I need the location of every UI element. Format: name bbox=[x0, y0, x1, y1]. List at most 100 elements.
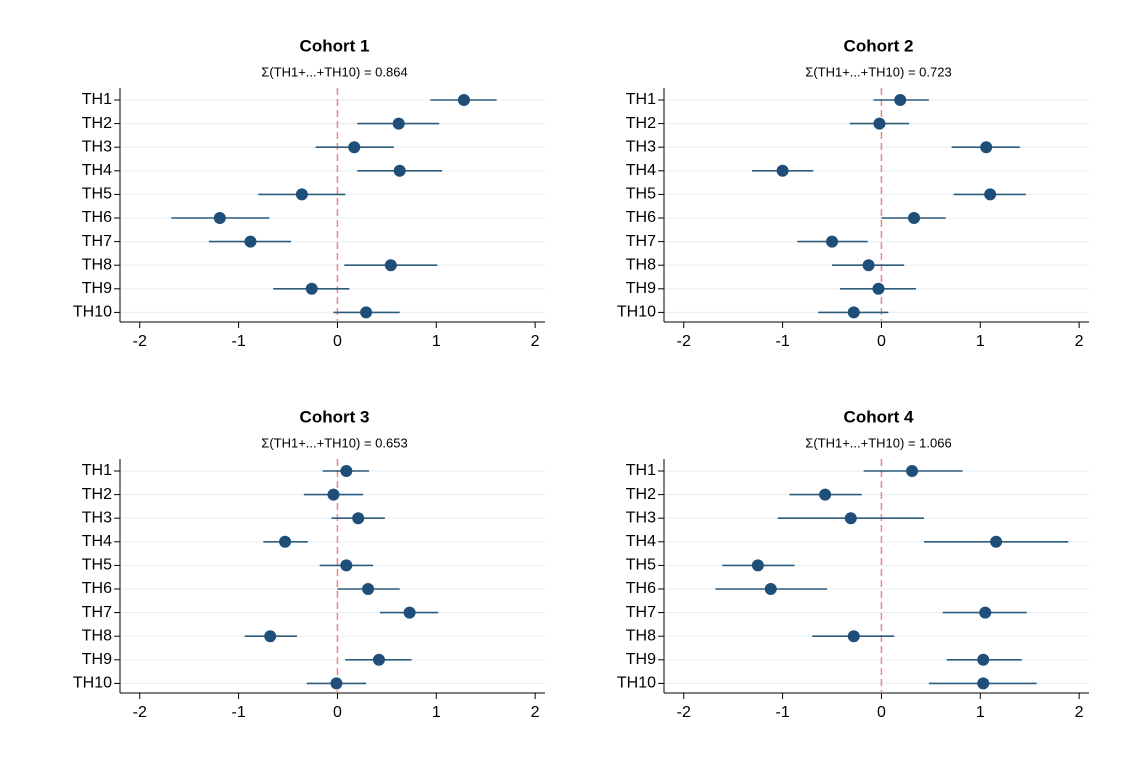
panel-title: Cohort 2 bbox=[844, 36, 914, 55]
x-tick-label: -1 bbox=[231, 333, 245, 350]
y-tick-label: TH2 bbox=[82, 486, 112, 503]
estimate-dot bbox=[776, 164, 789, 177]
estimate-dot bbox=[340, 559, 353, 572]
x-tick-label: 2 bbox=[531, 704, 540, 721]
y-tick-label: TH4 bbox=[626, 162, 656, 179]
y-tick-label: TH6 bbox=[82, 580, 112, 597]
y-tick-label: TH8 bbox=[626, 627, 656, 644]
estimate-dot bbox=[393, 164, 406, 177]
panel-title: Cohort 1 bbox=[300, 36, 370, 55]
estimate-dot bbox=[384, 259, 397, 272]
y-tick-label: TH4 bbox=[82, 533, 112, 550]
y-tick-label: TH2 bbox=[626, 115, 656, 132]
y-tick-label: TH5 bbox=[626, 557, 656, 574]
x-tick-label: 2 bbox=[1075, 333, 1084, 350]
estimate-dot bbox=[984, 188, 997, 201]
y-tick-label: TH4 bbox=[82, 162, 112, 179]
y-tick-label: TH3 bbox=[626, 509, 656, 526]
x-tick-label: 0 bbox=[333, 333, 342, 350]
x-tick-label: 0 bbox=[877, 333, 886, 350]
x-tick-label: 0 bbox=[333, 704, 342, 721]
estimate-dot bbox=[979, 606, 992, 619]
y-tick-label: TH9 bbox=[626, 280, 656, 297]
panel-subtitle: Σ(TH1+...+TH10) = 0.723 bbox=[805, 64, 951, 79]
x-tick-label: 1 bbox=[976, 333, 985, 350]
estimate-dot bbox=[340, 465, 353, 477]
y-tick-label: TH6 bbox=[626, 580, 656, 597]
y-tick-label: TH9 bbox=[82, 280, 112, 297]
panel-title: Cohort 4 bbox=[844, 407, 914, 426]
panel-subtitle: Σ(TH1+...+TH10) = 0.653 bbox=[261, 435, 407, 450]
y-tick-label: TH3 bbox=[82, 138, 112, 155]
estimate-dot bbox=[980, 141, 993, 154]
x-tick-label: -1 bbox=[775, 704, 789, 721]
panel-subtitle: Σ(TH1+...+TH10) = 1.066 bbox=[805, 435, 951, 450]
y-tick-label: TH4 bbox=[626, 533, 656, 550]
x-tick-label: 0 bbox=[877, 704, 886, 721]
estimate-dot bbox=[279, 535, 292, 548]
estimate-dot bbox=[977, 677, 990, 690]
estimate-dot bbox=[894, 94, 907, 106]
estimate-dot bbox=[873, 117, 886, 130]
estimate-dot bbox=[844, 512, 857, 525]
y-tick-label: TH3 bbox=[82, 509, 112, 526]
x-tick-label: -2 bbox=[677, 333, 691, 350]
y-tick-label: TH9 bbox=[626, 651, 656, 668]
y-tick-label: TH10 bbox=[73, 304, 112, 321]
y-tick-label: TH1 bbox=[626, 91, 656, 108]
x-tick-label: 1 bbox=[976, 704, 985, 721]
estimate-dot bbox=[764, 583, 777, 595]
y-tick-label: TH5 bbox=[82, 186, 112, 203]
y-tick-label: TH9 bbox=[82, 651, 112, 668]
estimate-dot bbox=[360, 306, 373, 319]
x-tick-label: -1 bbox=[231, 704, 245, 721]
estimate-dot bbox=[295, 188, 308, 201]
y-tick-label: TH2 bbox=[82, 115, 112, 132]
y-tick-label: TH7 bbox=[626, 604, 656, 621]
estimate-dot bbox=[392, 117, 405, 130]
estimate-dot bbox=[847, 630, 860, 643]
y-tick-label: TH6 bbox=[626, 209, 656, 226]
y-tick-label: TH7 bbox=[82, 233, 112, 250]
y-tick-label: TH10 bbox=[617, 304, 656, 321]
x-tick-label: 2 bbox=[1075, 704, 1084, 721]
x-tick-label: 2 bbox=[531, 333, 540, 350]
x-tick-label: 1 bbox=[432, 333, 441, 350]
estimate-dot bbox=[264, 630, 277, 643]
estimate-dot bbox=[244, 235, 257, 248]
estimate-dot bbox=[819, 488, 832, 501]
estimate-dot bbox=[826, 235, 839, 248]
estimate-dot bbox=[751, 559, 764, 572]
estimate-dot bbox=[348, 141, 361, 154]
estimate-dot bbox=[305, 282, 318, 295]
estimate-dot bbox=[457, 94, 470, 106]
estimate-dot bbox=[362, 583, 375, 595]
estimate-dot bbox=[847, 306, 860, 319]
estimate-dot bbox=[352, 512, 365, 525]
y-tick-label: TH10 bbox=[617, 675, 656, 692]
x-tick-label: -2 bbox=[133, 704, 147, 721]
y-tick-label: TH8 bbox=[626, 256, 656, 273]
x-tick-label: -2 bbox=[133, 333, 147, 350]
estimate-dot bbox=[862, 259, 875, 272]
y-tick-label: TH1 bbox=[626, 462, 656, 479]
estimate-dot bbox=[990, 535, 1003, 548]
y-tick-label: TH1 bbox=[82, 91, 112, 108]
y-tick-label: TH8 bbox=[82, 627, 112, 644]
estimate-dot bbox=[977, 653, 990, 666]
x-tick-label: -1 bbox=[775, 333, 789, 350]
panel-subtitle: Σ(TH1+...+TH10) = 0.864 bbox=[261, 64, 407, 79]
estimate-dot bbox=[872, 282, 885, 295]
y-tick-label: TH5 bbox=[82, 557, 112, 574]
estimate-dot bbox=[330, 677, 343, 690]
y-tick-label: TH8 bbox=[82, 256, 112, 273]
y-tick-label: TH7 bbox=[626, 233, 656, 250]
estimate-dot bbox=[403, 606, 416, 619]
x-tick-label: 1 bbox=[432, 704, 441, 721]
estimate-dot bbox=[327, 488, 340, 501]
x-tick-label: -2 bbox=[677, 704, 691, 721]
y-tick-label: TH3 bbox=[626, 138, 656, 155]
estimate-dot bbox=[213, 212, 226, 224]
y-tick-label: TH10 bbox=[73, 675, 112, 692]
